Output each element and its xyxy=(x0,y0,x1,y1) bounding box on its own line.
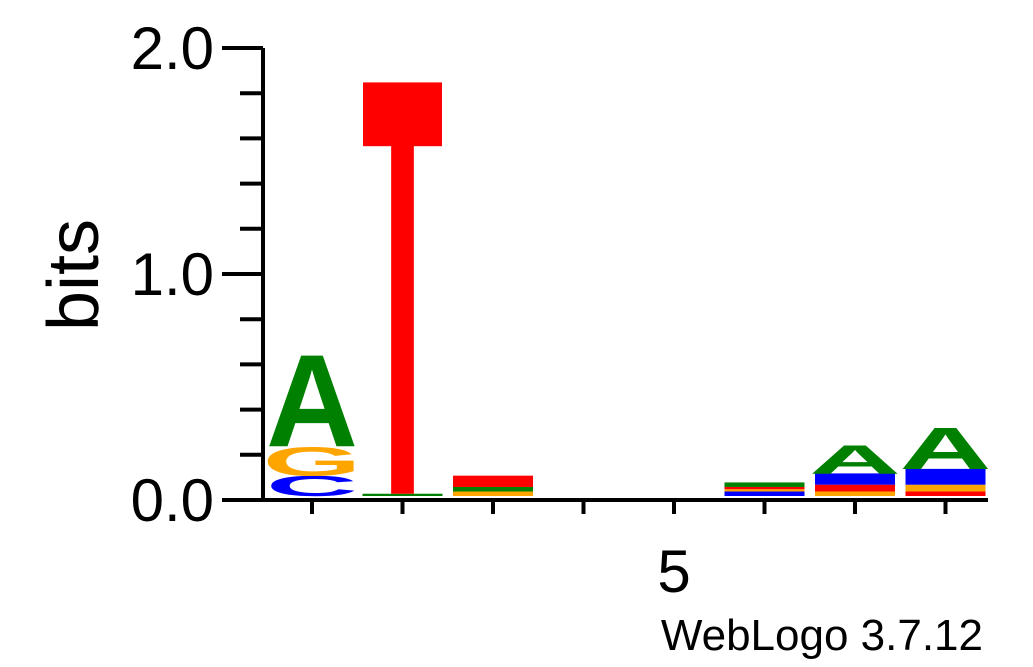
logo-letter-c: C xyxy=(266,471,358,503)
logo-letter-g xyxy=(724,489,805,492)
plot-area: CGA AA xyxy=(262,82,991,502)
logo-letter-g xyxy=(453,491,533,496)
logo-column xyxy=(362,82,443,496)
y-tick-label: 0.0 xyxy=(131,467,214,534)
logo-column: A xyxy=(809,437,901,496)
logo-letter-c xyxy=(724,491,805,496)
logo-letter-t xyxy=(453,475,533,487)
y-tick-label: 2.0 xyxy=(131,15,214,82)
logo-letter-g: G xyxy=(262,439,361,485)
x-tick-label: 5 xyxy=(657,538,690,605)
logo-letter-a: A xyxy=(266,328,358,475)
logo-letter-t xyxy=(815,484,895,492)
logo-letter-a xyxy=(724,482,805,487)
logo-letter-a: A xyxy=(900,415,992,482)
logo-letter-t xyxy=(905,491,986,496)
logo-letter-g xyxy=(905,484,986,492)
y-axis-ticks: 0.0 1.0 2.0 xyxy=(131,15,263,534)
logo-letter-c xyxy=(815,473,895,485)
logo-letter-c xyxy=(905,468,986,485)
logo-column: CGA xyxy=(262,328,361,502)
logo-letter-a: A xyxy=(809,437,901,483)
logo-column xyxy=(453,475,533,496)
logo-letter-g xyxy=(815,491,895,496)
logo-column: A xyxy=(900,415,992,496)
weblogo-credit: WebLogo 3.7.12 xyxy=(661,611,983,660)
y-axis-title: bits xyxy=(34,219,114,331)
logo-letter-a xyxy=(362,493,443,496)
y-tick-label: 1.0 xyxy=(131,241,214,308)
x-axis-ticks: 5 xyxy=(310,500,948,605)
logo-letter-t xyxy=(724,486,805,490)
logo-letter-t xyxy=(363,82,442,494)
logo-column xyxy=(724,482,805,496)
logo-letter-a xyxy=(453,486,533,492)
